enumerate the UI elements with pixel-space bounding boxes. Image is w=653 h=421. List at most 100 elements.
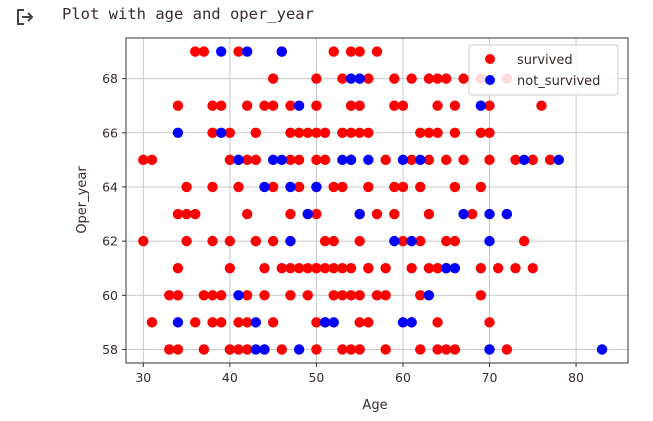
point-survived: [216, 100, 227, 111]
point-survived: [233, 46, 244, 57]
point-survived: [259, 100, 270, 111]
output-text: Plot with age and oper_year: [62, 5, 314, 23]
point-not-survived: [259, 181, 270, 193]
point-survived: [172, 208, 184, 220]
point-survived: [406, 73, 417, 84]
legend: survived not_survived: [468, 44, 619, 96]
point-survived: [432, 317, 443, 328]
legend-marker-not-survived: [485, 75, 495, 85]
point-survived: [267, 100, 279, 111]
point-survived: [207, 181, 218, 193]
point-survived: [380, 263, 391, 274]
point-survived: [337, 290, 348, 301]
point-survived: [241, 290, 253, 301]
point-survived: [311, 73, 322, 84]
y-tick-label: 58: [102, 342, 118, 357]
point-not-survived: [233, 290, 244, 301]
point-not-survived: [172, 127, 184, 138]
point-survived: [345, 344, 357, 355]
point-survived: [449, 127, 461, 138]
point-survived: [415, 181, 426, 193]
point-not-survived: [285, 181, 296, 193]
point-survived: [241, 208, 253, 220]
point-survived: [510, 263, 521, 274]
point-survived: [224, 344, 236, 355]
point-survived: [285, 263, 296, 274]
point-survived: [337, 263, 348, 274]
y-tick-label: 60: [102, 288, 118, 303]
point-survived: [380, 344, 391, 355]
grid: [126, 38, 628, 363]
point-survived: [138, 154, 149, 166]
point-survived: [319, 127, 331, 138]
point-survived: [181, 235, 192, 247]
point-not-survived: [484, 344, 495, 355]
point-survived: [146, 154, 158, 166]
point-survived: [164, 290, 175, 301]
point-not-survived: [276, 154, 287, 166]
point-survived: [216, 317, 227, 328]
point-survived: [363, 263, 374, 274]
point-survived: [276, 263, 287, 274]
point-survived: [415, 290, 426, 301]
point-survived: [267, 317, 279, 328]
point-survived: [475, 263, 487, 274]
point-survived: [250, 127, 262, 138]
y-axis-label: Oper_year: [75, 166, 90, 234]
point-survived: [449, 181, 461, 193]
point-not-survived: [285, 235, 296, 247]
point-survived: [406, 154, 417, 166]
point-survived: [285, 100, 296, 111]
point-survived: [363, 181, 374, 193]
point-survived: [241, 100, 253, 111]
legend-marker-survived: [485, 54, 495, 64]
point-not-survived: [328, 317, 339, 328]
legend-box: [468, 44, 619, 96]
point-survived: [544, 154, 556, 166]
point-survived: [501, 344, 513, 355]
point-survived: [259, 263, 270, 274]
point-survived: [389, 73, 400, 84]
point-survived: [484, 100, 495, 111]
point-survived: [319, 235, 331, 247]
point-survived: [484, 127, 495, 138]
point-not-survived: [449, 263, 461, 274]
point-survived: [207, 100, 218, 111]
y-tick-label: 66: [102, 125, 118, 140]
point-survived: [293, 263, 305, 274]
output-redirect-icon[interactable]: [14, 6, 36, 28]
x-tick-label: 70: [482, 370, 498, 385]
point-survived: [207, 317, 218, 328]
point-not-survived: [406, 235, 417, 247]
point-survived: [224, 235, 236, 247]
point-survived: [371, 208, 383, 220]
point-survived: [423, 263, 435, 274]
point-survived: [250, 235, 262, 247]
point-survived: [233, 181, 244, 193]
cell-output-row: Plot with age and oper_year: [0, 0, 653, 30]
point-not-survived: [354, 208, 365, 220]
point-survived: [354, 290, 365, 301]
point-survived: [380, 154, 391, 166]
point-survived: [423, 127, 435, 138]
point-not-survived: [484, 208, 495, 220]
point-survived: [397, 100, 409, 111]
point-survived: [432, 263, 443, 274]
point-not-survived: [276, 46, 287, 57]
point-survived: [389, 208, 400, 220]
point-survived: [467, 208, 478, 220]
point-survived: [475, 127, 487, 138]
x-tick-label: 40: [222, 370, 238, 385]
point-survived: [492, 263, 504, 274]
point-survived: [207, 290, 218, 301]
point-survived: [302, 127, 313, 138]
point-survived: [432, 100, 443, 111]
point-survived: [441, 344, 452, 355]
point-not-survived: [553, 154, 564, 166]
point-survived: [484, 317, 495, 328]
point-survived: [389, 181, 400, 193]
point-not-survived: [250, 317, 262, 328]
point-survived: [311, 263, 322, 274]
point-survived: [190, 46, 201, 57]
